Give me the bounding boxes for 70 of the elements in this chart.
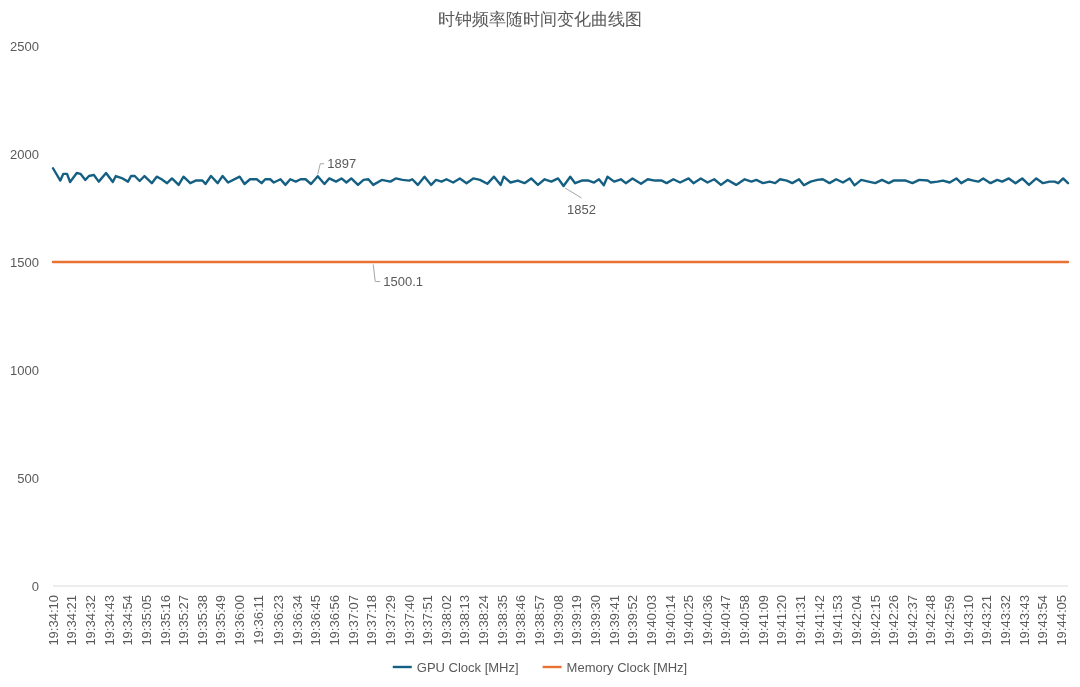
x-tick-label: 19:34:10 [45, 595, 61, 646]
x-tick-label: 19:39:52 [625, 595, 641, 646]
x-tick-label: 19:34:32 [83, 595, 99, 646]
x-tick-label: 19:34:21 [64, 595, 80, 646]
x-tick-label: 19:39:30 [587, 595, 603, 646]
y-tick-label: 0 [31, 578, 39, 594]
x-tick-label: 19:42:15 [867, 595, 883, 646]
y-tick-label: 500 [17, 470, 39, 486]
x-tick-label: 19:35:27 [176, 595, 192, 646]
x-tick-label: 19:36:56 [327, 595, 343, 646]
x-tick-label: 19:41:31 [792, 595, 808, 646]
x-tick-label: 19:42:04 [848, 595, 864, 646]
x-tick-label: 19:34:54 [120, 595, 136, 646]
x-tick-label: 19:40:03 [643, 595, 659, 646]
y-tick-label: 1000 [10, 362, 39, 378]
x-tick-label: 19:38:24 [476, 595, 492, 646]
x-tick-label: 19:43:21 [979, 595, 995, 646]
annotation: 1852 [564, 187, 596, 218]
x-tick-label: 19:38:02 [438, 595, 454, 646]
x-tick-label: 19:42:26 [886, 595, 902, 646]
legend-label: GPU Clock [MHz] [416, 659, 519, 675]
legend-label: Memory Clock [MHz] [566, 659, 688, 675]
y-tick-label: 2000 [10, 146, 39, 162]
x-tick-label: 19:37:18 [364, 595, 380, 646]
x-tick-label: 19:43:10 [960, 595, 976, 646]
x-tick-label: 19:43:43 [1016, 595, 1032, 646]
x-tick-label: 19:40:36 [699, 595, 715, 646]
x-tick-label: 19:35:05 [138, 595, 154, 646]
x-tick-label: 19:40:14 [662, 595, 678, 646]
x-tick-label: 19:38:46 [513, 595, 529, 646]
x-tick-label: 19:38:13 [457, 595, 473, 646]
x-tick-label: 19:37:51 [420, 595, 436, 646]
chart-title: 时钟频率随时间变化曲线图 [438, 10, 642, 29]
annotation: 1500.1 [383, 274, 423, 290]
x-tick-label: 19:40:25 [681, 595, 697, 646]
annotation: 1897 [327, 156, 357, 172]
x-tick-label: 19:42:48 [923, 595, 939, 646]
x-tick-label: 19:38:35 [494, 595, 510, 646]
annotation: 1500.1 [372, 264, 423, 290]
x-tick-label: 19:35:38 [194, 595, 210, 646]
y-tick-label: 2500 [10, 38, 39, 54]
x-tick-label: 19:37:40 [401, 595, 417, 646]
annotation: 1852 [567, 202, 597, 218]
y-tick-label: 1500 [10, 254, 39, 270]
x-tick-label: 19:41:09 [755, 595, 771, 646]
x-tick-label: 19:40:47 [718, 595, 734, 646]
x-tick-label: 19:40:58 [737, 595, 753, 646]
x-tick-label: 19:43:54 [1035, 595, 1051, 646]
x-tick-label: 19:37:07 [345, 595, 361, 646]
x-tick-label: 19:39:08 [550, 595, 566, 646]
x-tick-label: 19:43:32 [998, 595, 1014, 646]
x-tick-label: 19:39:41 [606, 595, 622, 646]
x-tick-label: 19:42:59 [942, 595, 958, 646]
x-tick-label: 19:41:42 [811, 595, 827, 646]
x-tick-label: 19:36:23 [271, 595, 287, 646]
x-tick-label: 19:35:49 [213, 595, 229, 646]
x-tick-label: 19:41:20 [774, 595, 790, 646]
x-tick-label: 19:41:53 [830, 595, 846, 646]
x-tick-label: 19:36:00 [232, 595, 248, 646]
x-tick-label: 19:38:57 [532, 595, 548, 646]
x-tick-label: 19:36:45 [308, 595, 324, 646]
annotation: 1897 [317, 156, 357, 175]
x-tick-label: 19:39:19 [569, 595, 585, 646]
x-tick-label: 19:36:11 [250, 595, 266, 645]
x-tick-label: 19:44:05 [1053, 595, 1069, 646]
x-tick-label: 19:34:43 [101, 595, 117, 646]
x-tick-label: 19:36:34 [289, 595, 305, 646]
x-tick-label: 19:35:16 [157, 595, 173, 646]
x-tick-label: 19:42:37 [904, 595, 920, 646]
x-tick-label: 19:37:29 [382, 595, 398, 646]
